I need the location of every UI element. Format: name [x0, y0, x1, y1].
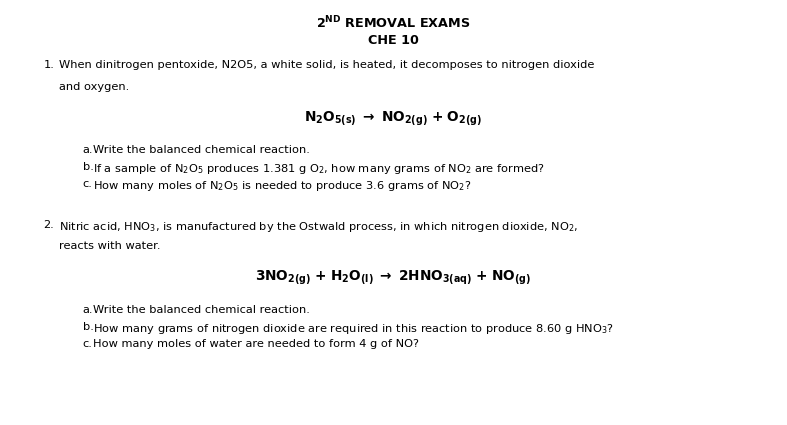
Text: $\mathbf{2^{ND}}$ REMOVAL EXAMS: $\mathbf{2^{ND}}$ REMOVAL EXAMS — [316, 15, 471, 31]
Text: a.: a. — [83, 305, 93, 315]
Text: b.: b. — [83, 162, 94, 173]
Text: and oxygen.: and oxygen. — [59, 82, 129, 92]
Text: CHE 10: CHE 10 — [368, 34, 419, 47]
Text: How many grams of nitrogen dioxide are required in this reaction to produce 8.60: How many grams of nitrogen dioxide are r… — [93, 322, 614, 336]
Text: c.: c. — [83, 179, 93, 190]
Text: a.: a. — [83, 145, 93, 156]
Text: 2.: 2. — [43, 220, 54, 230]
Text: b.: b. — [83, 322, 94, 332]
Text: When dinitrogen pentoxide, N2O5, a white solid, is heated, it decomposes to nitr: When dinitrogen pentoxide, N2O5, a white… — [59, 60, 594, 71]
Text: c.: c. — [83, 339, 93, 349]
Text: $\bf{N_2O_{5(s)}}$ $\bf{\rightarrow}$ $\bf{NO_{2(g)}}$ $\bf{+}$ $\bf{O_{2(g)}}$: $\bf{N_2O_{5(s)}}$ $\bf{\rightarrow}$ $\… — [305, 109, 482, 128]
Text: If a sample of N$_2$O$_5$ produces 1.381 g O$_2$, how many grams of NO$_2$ are f: If a sample of N$_2$O$_5$ produces 1.381… — [93, 162, 545, 176]
Text: Nitric acid, HNO$_3$, is manufactured by the Ostwald process, in which nitrogen : Nitric acid, HNO$_3$, is manufactured by… — [59, 220, 578, 234]
Text: Write the balanced chemical reaction.: Write the balanced chemical reaction. — [93, 145, 310, 156]
Text: How many moles of water are needed to form 4 g of NO?: How many moles of water are needed to fo… — [93, 339, 419, 349]
Text: 1.: 1. — [43, 60, 54, 71]
Text: $\bf{3NO_{2(g)}}$ $\bf{+}$ $\bf{H_2O_{(l)}}$ $\bf{\rightarrow}$ $\bf{2HNO_{3(aq): $\bf{3NO_{2(g)}}$ $\bf{+}$ $\bf{H_2O_{(l… — [255, 269, 532, 287]
Text: reacts with water.: reacts with water. — [59, 241, 161, 251]
Text: How many moles of N$_2$O$_5$ is needed to produce 3.6 grams of NO$_2$?: How many moles of N$_2$O$_5$ is needed t… — [93, 179, 471, 193]
Text: Write the balanced chemical reaction.: Write the balanced chemical reaction. — [93, 305, 310, 315]
